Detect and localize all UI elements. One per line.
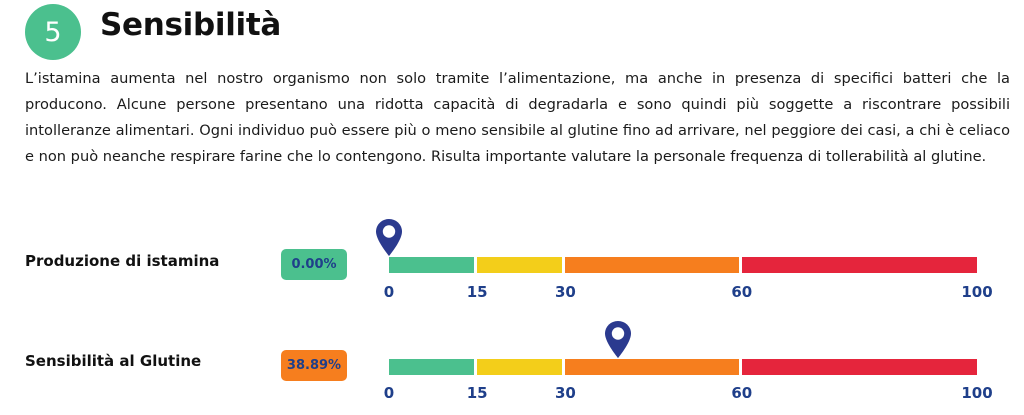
tick-label-100: 100 <box>961 283 993 301</box>
scale-bar-histamine <box>389 257 977 273</box>
tick-label-100: 100 <box>961 384 993 402</box>
scale-segment-0-15 <box>389 257 475 273</box>
location-pin-icon <box>604 321 631 358</box>
row-label-histamine: Produzione di istamina <box>25 252 220 270</box>
tick-label-60: 60 <box>731 384 753 402</box>
location-pin-icon <box>376 219 402 256</box>
percent-badge-gluten: 38.89% <box>281 350 347 381</box>
tick-label-30: 30 <box>554 384 576 402</box>
scale-segment-30-60 <box>565 359 739 375</box>
tick-label-0: 0 <box>383 384 395 402</box>
percent-value-gluten: 38.89% <box>286 358 342 373</box>
intro-paragraph: L’istamina aumenta nel nostro organismo … <box>25 70 1010 165</box>
scale-segment-60-100 <box>741 359 977 375</box>
tick-label-0: 0 <box>383 283 395 301</box>
scale-bar-gluten <box>389 359 977 375</box>
percent-badge-histamine: 0.00% <box>281 249 347 280</box>
row-label-gluten: Sensibilità al Glutine <box>25 352 202 370</box>
tick-label-15: 15 <box>466 384 488 402</box>
section-number: 5 <box>44 16 62 48</box>
scale-segment-15-30 <box>477 359 563 375</box>
scale-segment-60-100 <box>741 257 977 273</box>
percent-value-histamine: 0.00% <box>291 257 337 272</box>
section-number-badge: 5 <box>25 4 81 60</box>
tick-label-30: 30 <box>554 283 576 301</box>
tick-label-60: 60 <box>731 283 753 301</box>
scale-segment-30-60 <box>565 257 739 273</box>
scale-segment-0-15 <box>389 359 475 375</box>
section-title: Sensibilità <box>100 7 282 43</box>
scale-segment-15-30 <box>477 257 563 273</box>
tick-label-15: 15 <box>466 283 488 301</box>
